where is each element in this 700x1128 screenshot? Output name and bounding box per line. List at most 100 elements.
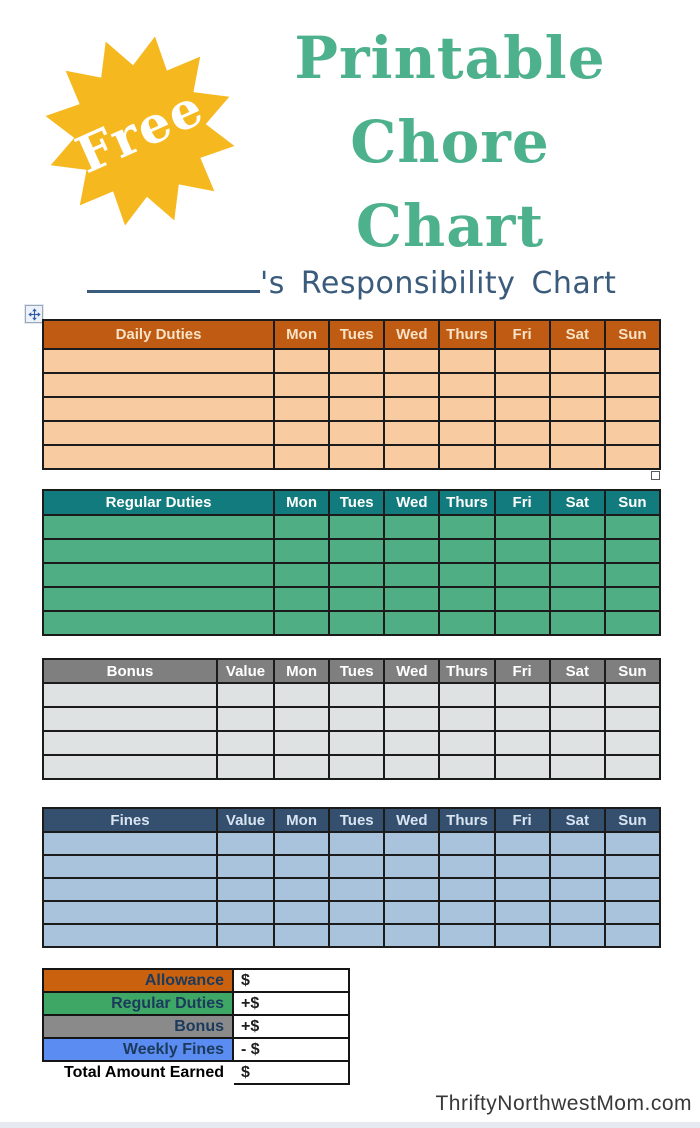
empty-cell[interactable] xyxy=(548,923,606,948)
empty-cell[interactable] xyxy=(548,444,606,470)
empty-cell[interactable] xyxy=(42,562,275,588)
table-move-handle[interactable] xyxy=(25,305,43,323)
empty-cell[interactable] xyxy=(383,682,441,708)
empty-cell[interactable] xyxy=(438,586,496,612)
empty-cell[interactable] xyxy=(383,706,441,732)
empty-cell[interactable] xyxy=(383,900,441,925)
empty-cell[interactable] xyxy=(272,854,331,879)
empty-cell[interactable] xyxy=(493,900,551,925)
empty-cell[interactable] xyxy=(42,923,218,948)
empty-cell[interactable] xyxy=(383,420,441,446)
empty-cell[interactable] xyxy=(493,348,551,374)
empty-cell[interactable] xyxy=(438,754,496,780)
empty-cell[interactable] xyxy=(216,900,275,925)
empty-cell[interactable] xyxy=(328,900,386,925)
empty-cell[interactable] xyxy=(328,514,386,540)
empty-cell[interactable] xyxy=(548,754,606,780)
empty-cell[interactable] xyxy=(328,586,386,612)
empty-cell[interactable] xyxy=(383,831,441,856)
empty-cell[interactable] xyxy=(493,854,551,879)
empty-cell[interactable] xyxy=(438,923,496,948)
empty-cell[interactable] xyxy=(42,854,218,879)
empty-cell[interactable] xyxy=(603,586,662,612)
empty-cell[interactable] xyxy=(493,610,551,636)
empty-cell[interactable] xyxy=(272,682,331,708)
empty-cell[interactable] xyxy=(383,562,441,588)
empty-cell[interactable] xyxy=(493,396,551,422)
empty-cell[interactable] xyxy=(383,514,441,540)
empty-cell[interactable] xyxy=(548,514,606,540)
empty-cell[interactable] xyxy=(328,538,386,564)
allowance-value-cell[interactable]: $ xyxy=(232,968,350,993)
empty-cell[interactable] xyxy=(42,706,218,732)
empty-cell[interactable] xyxy=(438,420,496,446)
empty-cell[interactable] xyxy=(383,610,441,636)
table-resize-handle[interactable] xyxy=(651,471,660,480)
empty-cell[interactable] xyxy=(493,923,551,948)
empty-cell[interactable] xyxy=(493,754,551,780)
empty-cell[interactable] xyxy=(42,730,218,756)
empty-cell[interactable] xyxy=(216,854,275,879)
empty-cell[interactable] xyxy=(548,682,606,708)
regular-duties-value-cell[interactable]: +$ xyxy=(232,991,350,1016)
empty-cell[interactable] xyxy=(328,444,386,470)
empty-cell[interactable] xyxy=(383,348,441,374)
empty-cell[interactable] xyxy=(548,831,606,856)
empty-cell[interactable] xyxy=(328,420,386,446)
empty-cell[interactable] xyxy=(603,900,662,925)
empty-cell[interactable] xyxy=(328,877,386,902)
empty-cell[interactable] xyxy=(383,586,441,612)
empty-cell[interactable] xyxy=(603,610,662,636)
empty-cell[interactable] xyxy=(603,831,662,856)
empty-cell[interactable] xyxy=(438,610,496,636)
empty-cell[interactable] xyxy=(603,923,662,948)
empty-cell[interactable] xyxy=(328,706,386,732)
empty-cell[interactable] xyxy=(603,420,662,446)
empty-cell[interactable] xyxy=(42,348,275,374)
empty-cell[interactable] xyxy=(603,754,662,780)
empty-cell[interactable] xyxy=(42,372,275,398)
empty-cell[interactable] xyxy=(272,754,331,780)
empty-cell[interactable] xyxy=(548,562,606,588)
empty-cell[interactable] xyxy=(548,730,606,756)
empty-cell[interactable] xyxy=(272,396,331,422)
empty-cell[interactable] xyxy=(216,877,275,902)
empty-cell[interactable] xyxy=(603,877,662,902)
empty-cell[interactable] xyxy=(42,514,275,540)
empty-cell[interactable] xyxy=(548,900,606,925)
empty-cell[interactable] xyxy=(272,444,331,470)
empty-cell[interactable] xyxy=(328,610,386,636)
empty-cell[interactable] xyxy=(272,900,331,925)
empty-cell[interactable] xyxy=(42,396,275,422)
empty-cell[interactable] xyxy=(42,754,218,780)
empty-cell[interactable] xyxy=(603,396,662,422)
empty-cell[interactable] xyxy=(603,706,662,732)
empty-cell[interactable] xyxy=(438,538,496,564)
empty-cell[interactable] xyxy=(42,831,218,856)
empty-cell[interactable] xyxy=(603,514,662,540)
empty-cell[interactable] xyxy=(548,610,606,636)
empty-cell[interactable] xyxy=(493,706,551,732)
empty-cell[interactable] xyxy=(383,854,441,879)
empty-cell[interactable] xyxy=(493,831,551,856)
empty-cell[interactable] xyxy=(272,877,331,902)
empty-cell[interactable] xyxy=(216,754,275,780)
empty-cell[interactable] xyxy=(272,586,331,612)
empty-cell[interactable] xyxy=(438,706,496,732)
empty-cell[interactable] xyxy=(493,730,551,756)
empty-cell[interactable] xyxy=(438,900,496,925)
empty-cell[interactable] xyxy=(328,562,386,588)
empty-cell[interactable] xyxy=(548,538,606,564)
empty-cell[interactable] xyxy=(216,682,275,708)
empty-cell[interactable] xyxy=(548,372,606,398)
empty-cell[interactable] xyxy=(383,538,441,564)
empty-cell[interactable] xyxy=(216,831,275,856)
empty-cell[interactable] xyxy=(603,444,662,470)
empty-cell[interactable] xyxy=(603,348,662,374)
empty-cell[interactable] xyxy=(438,396,496,422)
empty-cell[interactable] xyxy=(328,348,386,374)
empty-cell[interactable] xyxy=(603,854,662,879)
bonus-value-cell[interactable]: +$ xyxy=(232,1014,350,1039)
empty-cell[interactable] xyxy=(493,586,551,612)
empty-cell[interactable] xyxy=(548,877,606,902)
